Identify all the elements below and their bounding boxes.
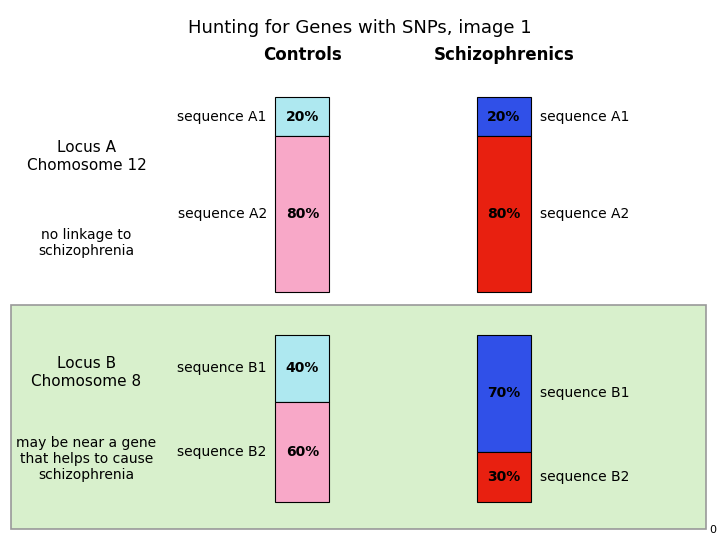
Bar: [275, 335, 329, 402]
Text: sequence A2: sequence A2: [178, 207, 266, 221]
Text: Controls: Controls: [263, 46, 342, 64]
Text: Schizophrenics: Schizophrenics: [433, 46, 575, 64]
Text: 60%: 60%: [286, 445, 319, 459]
Text: sequence B1: sequence B1: [540, 387, 629, 400]
Text: Locus B
Chomosome 8: Locus B Chomosome 8: [32, 356, 141, 389]
FancyBboxPatch shape: [11, 305, 706, 529]
Text: Locus A
Chomosome 12: Locus A Chomosome 12: [27, 140, 146, 173]
Bar: [477, 452, 531, 502]
Text: sequence A1: sequence A1: [540, 110, 629, 124]
Text: 70%: 70%: [487, 387, 521, 400]
Bar: [275, 136, 329, 292]
Text: no linkage to
schizophrenia: no linkage to schizophrenia: [38, 228, 135, 258]
Text: 20%: 20%: [286, 110, 319, 124]
Text: 80%: 80%: [286, 207, 319, 221]
Text: 20%: 20%: [487, 110, 521, 124]
Bar: [275, 402, 329, 502]
Bar: [477, 136, 531, 292]
Bar: [275, 97, 329, 136]
Text: 40%: 40%: [286, 361, 319, 375]
Text: 0: 0: [709, 524, 716, 535]
Bar: [477, 97, 531, 136]
Text: sequence B2: sequence B2: [540, 470, 629, 484]
Text: sequence A2: sequence A2: [540, 207, 629, 221]
Text: Hunting for Genes with SNPs, image 1: Hunting for Genes with SNPs, image 1: [188, 19, 532, 37]
Text: may be near a gene
that helps to cause
schizophrenia: may be near a gene that helps to cause s…: [17, 436, 156, 482]
Text: sequence B1: sequence B1: [177, 361, 266, 375]
Text: sequence B2: sequence B2: [177, 445, 266, 459]
Bar: [477, 335, 531, 452]
Text: sequence A1: sequence A1: [177, 110, 266, 124]
Text: 30%: 30%: [487, 470, 521, 484]
Text: 80%: 80%: [487, 207, 521, 221]
